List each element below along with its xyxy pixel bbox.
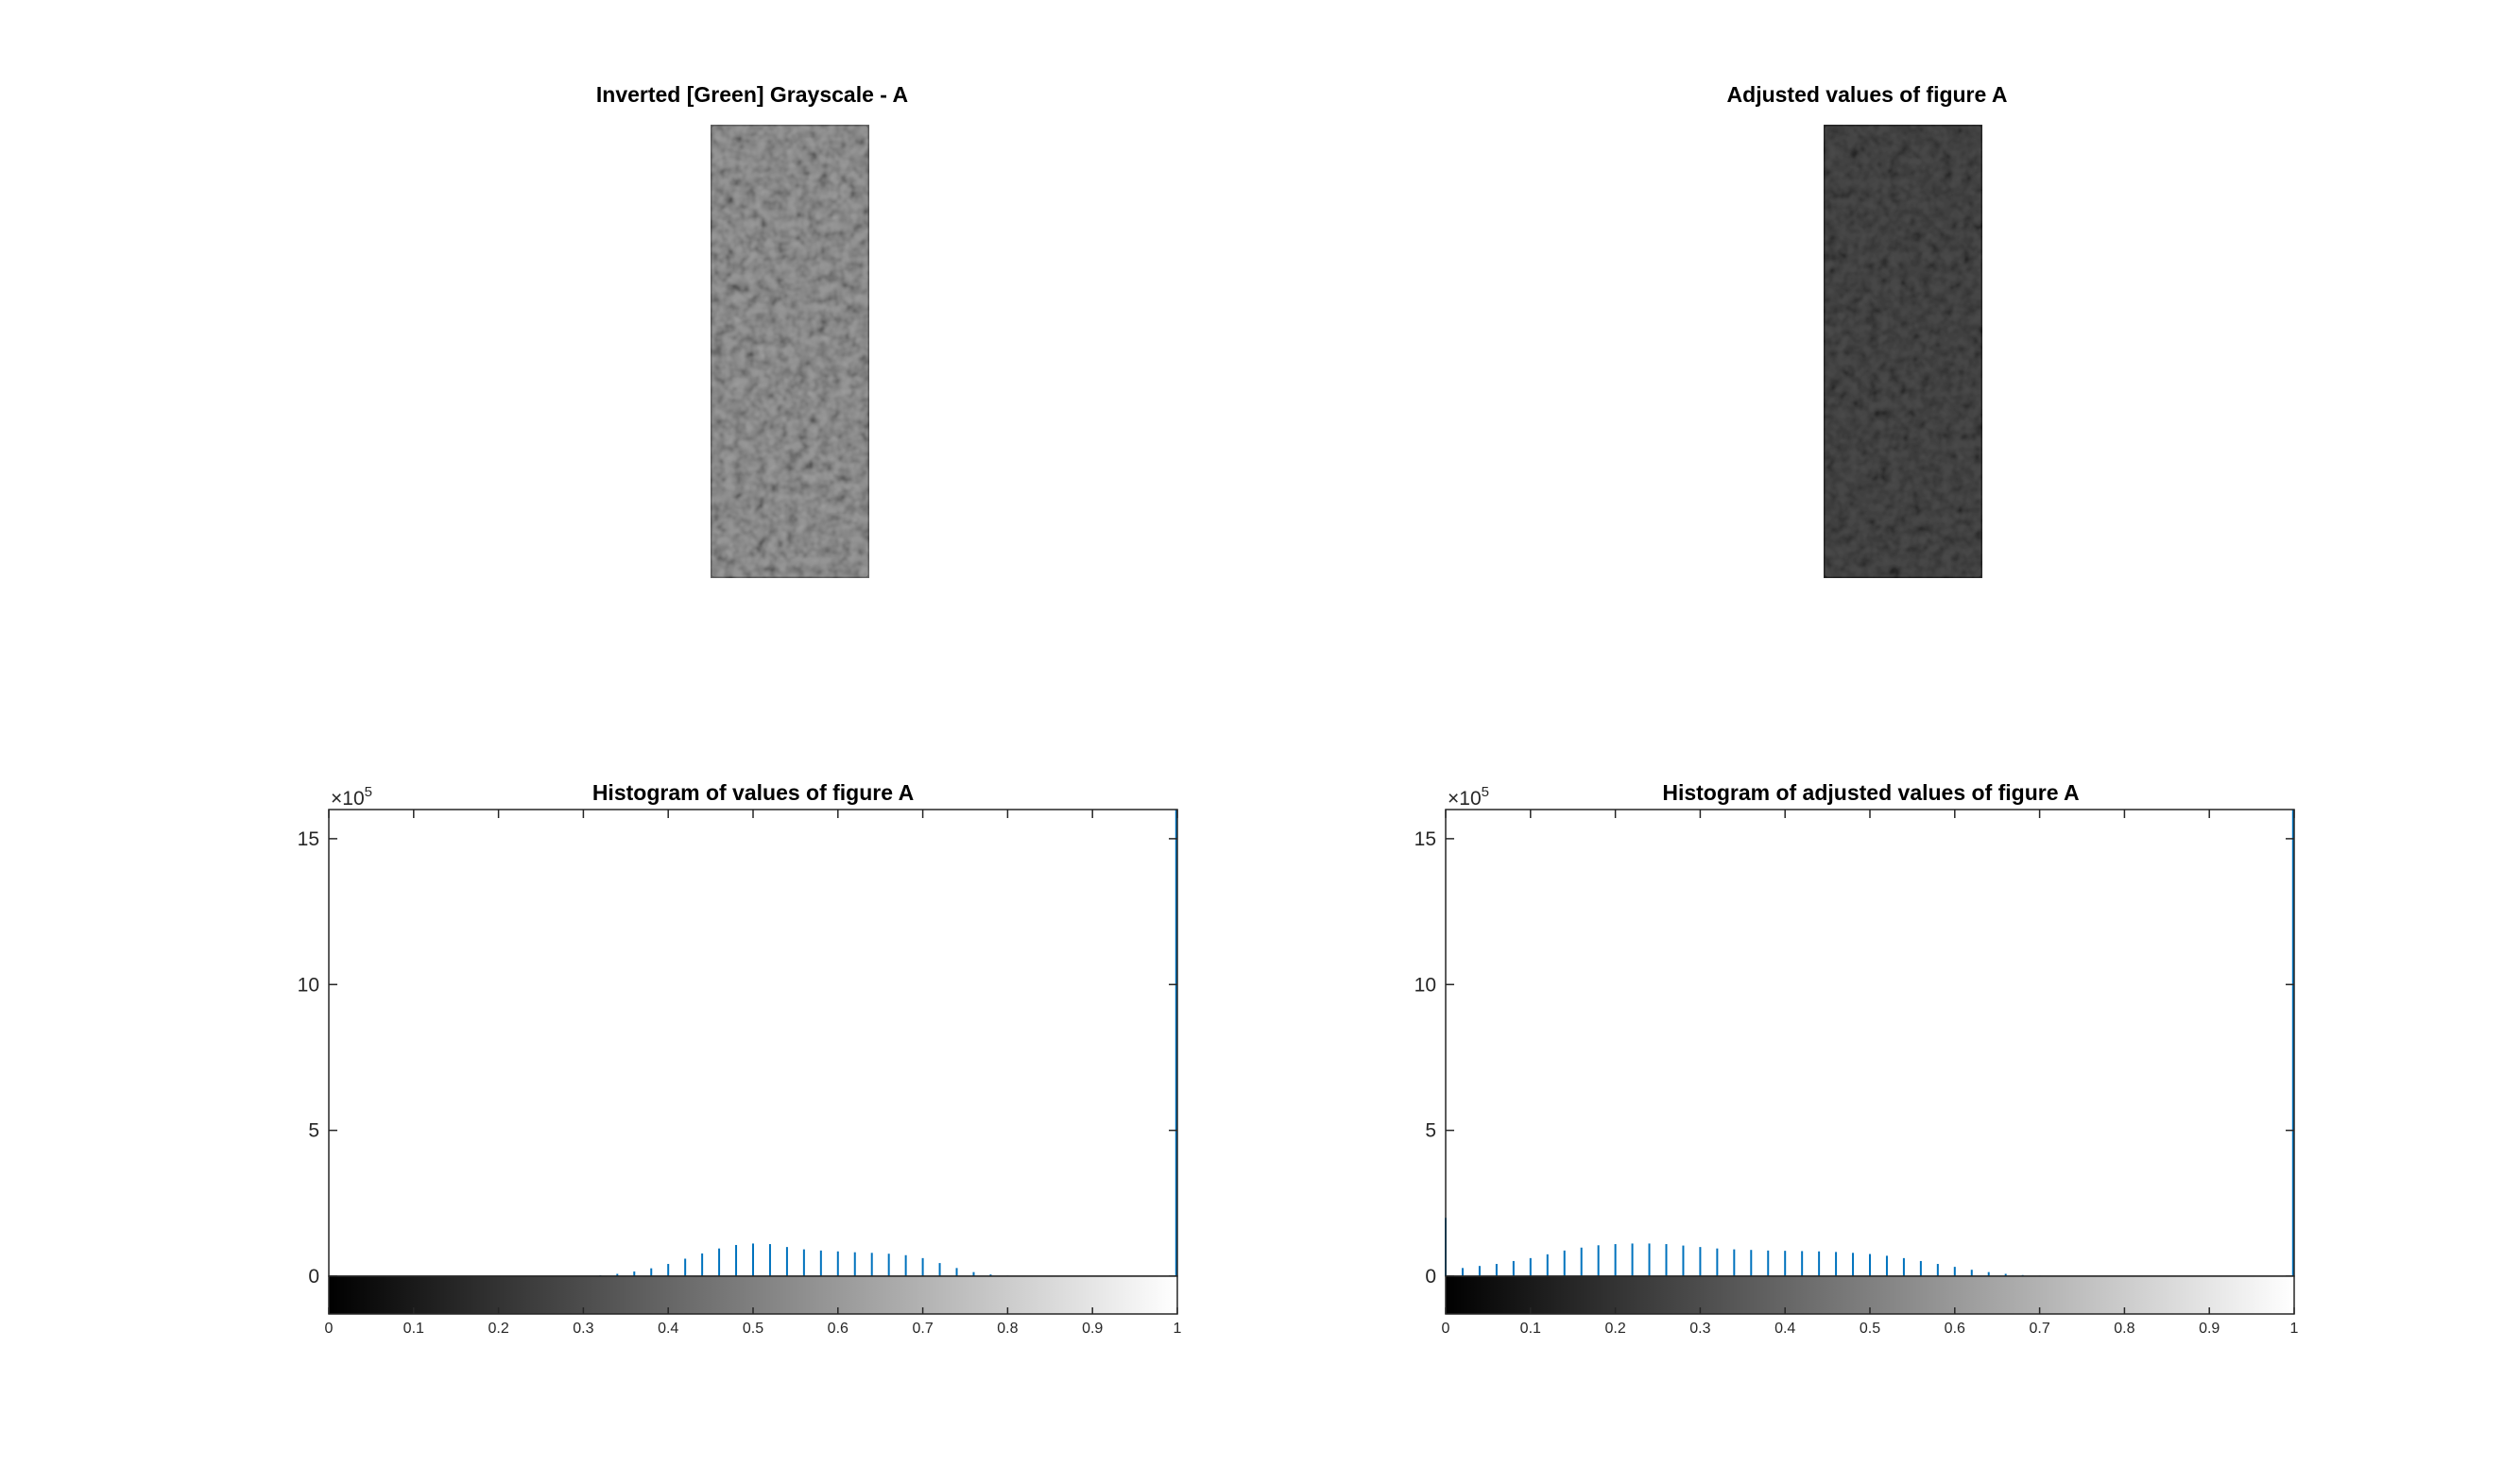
y-tick-labels-2: 0 5 10 15 <box>1414 828 1436 1288</box>
histogram-bars-1 <box>582 810 1177 1276</box>
x-tick-label: 0.5 <box>743 1321 763 1337</box>
image-panel-2: Adjusted values of figure A <box>1727 82 2008 580</box>
y-exponent-base-2: ×10 <box>1448 788 1482 810</box>
image-title-1: Inverted [Green] Grayscale - A <box>596 82 908 107</box>
image-panel-1: Inverted [Green] Grayscale - A <box>596 82 908 580</box>
x-tick-label: 0.4 <box>658 1321 678 1337</box>
y-exponent-power-1: 5 <box>365 784 372 800</box>
x-tick-label: 0.8 <box>2114 1321 2134 1337</box>
y-tick-label: 10 <box>298 974 319 996</box>
x-tick-label: 0.5 <box>1860 1321 1880 1337</box>
x-tick-labels-1: 0 0.1 0.2 0.3 0.4 0.5 0.6 0.7 0.8 0.9 1 <box>325 1321 1182 1337</box>
x-tick-label: 0.1 <box>1520 1321 1541 1337</box>
y-ticks-2 <box>1446 838 2294 1277</box>
x-tick-label: 1 <box>2290 1321 2299 1337</box>
x-tick-label: 0 <box>1442 1321 1450 1337</box>
grayscale-image-1 <box>709 123 871 580</box>
y-tick-label: 5 <box>308 1120 319 1142</box>
x-tick-labels-2: 0 0.1 0.2 0.3 0.4 0.5 0.6 0.7 0.8 0.9 1 <box>1442 1321 2299 1337</box>
plot-box-2 <box>1445 809 2295 1277</box>
x-tick-label: 0.2 <box>488 1321 508 1337</box>
plot-box-1 <box>328 809 1178 1277</box>
x-tick-label: 0.7 <box>912 1321 933 1337</box>
y-exponent-base-1: ×10 <box>331 788 365 810</box>
y-tick-label: 0 <box>308 1266 319 1288</box>
svg-text:×105: ×105 <box>331 784 372 810</box>
grayscale-image-2 <box>1822 123 1984 580</box>
x-tick-label: 0.6 <box>828 1321 849 1337</box>
x-tick-label: 0.9 <box>2199 1321 2220 1337</box>
y-tick-label: 15 <box>298 828 319 850</box>
y-tick-label: 15 <box>1414 828 1436 850</box>
x-ticks-2 <box>1445 810 2295 1314</box>
x-tick-label: 0.8 <box>997 1321 1018 1337</box>
x-ticks-1 <box>328 810 1178 1314</box>
y-ticks-1 <box>329 838 1177 1277</box>
x-tick-label: 0.9 <box>1082 1321 1103 1337</box>
y-tick-labels-1: 0 5 10 15 <box>298 828 319 1288</box>
histogram-title-2: Histogram of adjusted values of figure A <box>1662 780 2079 805</box>
histogram-panel-2: Histogram of adjusted values of figure A… <box>1414 780 2299 1337</box>
y-tick-label: 10 <box>1414 974 1436 996</box>
x-tick-label: 1 <box>1174 1321 1182 1337</box>
x-tick-label: 0.4 <box>1774 1321 1795 1337</box>
image-title-2: Adjusted values of figure A <box>1727 82 2008 107</box>
y-tick-label: 5 <box>1425 1120 1436 1142</box>
y-tick-label: 0 <box>1425 1266 1436 1288</box>
x-tick-label: 0.1 <box>403 1321 424 1337</box>
x-tick-label: 0 <box>325 1321 334 1337</box>
x-tick-label: 0.6 <box>1945 1321 1965 1337</box>
svg-text:×105: ×105 <box>1448 784 1489 810</box>
histogram-bars-2 <box>1445 810 2294 1276</box>
x-tick-label: 0.2 <box>1604 1321 1625 1337</box>
y-exponent-1: ×105 <box>331 784 372 810</box>
y-exponent-2: ×105 <box>1448 784 1489 810</box>
x-tick-label: 0.3 <box>1689 1321 1710 1337</box>
y-exponent-power-2: 5 <box>1482 784 1489 800</box>
x-tick-label: 0.7 <box>2029 1321 2049 1337</box>
histogram-title-1: Histogram of values of figure A <box>592 780 914 805</box>
x-tick-label: 0.3 <box>573 1321 593 1337</box>
